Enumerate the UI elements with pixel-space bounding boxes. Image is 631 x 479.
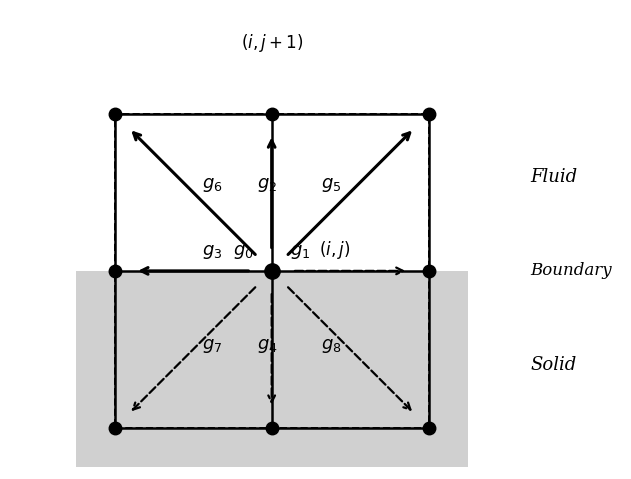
FancyBboxPatch shape: [76, 271, 468, 467]
Text: Fluid: Fluid: [531, 168, 577, 186]
Text: $g_4$: $g_4$: [257, 337, 277, 355]
Text: $g_6$: $g_6$: [202, 176, 222, 194]
Text: $g_1$: $g_1$: [290, 243, 310, 261]
Text: Solid: Solid: [531, 356, 577, 374]
Text: $g_5$: $g_5$: [321, 176, 341, 194]
Text: $g_2$: $g_2$: [257, 176, 277, 194]
Text: $(i, j)$: $(i, j)$: [319, 240, 350, 262]
Text: Boundary: Boundary: [531, 262, 612, 279]
Text: $(i, j+1)$: $(i, j+1)$: [240, 33, 303, 55]
Text: $g_7$: $g_7$: [202, 337, 222, 355]
Text: $g_8$: $g_8$: [321, 337, 341, 355]
Text: $g_3$: $g_3$: [202, 243, 222, 261]
Text: $g_0$: $g_0$: [233, 243, 254, 261]
